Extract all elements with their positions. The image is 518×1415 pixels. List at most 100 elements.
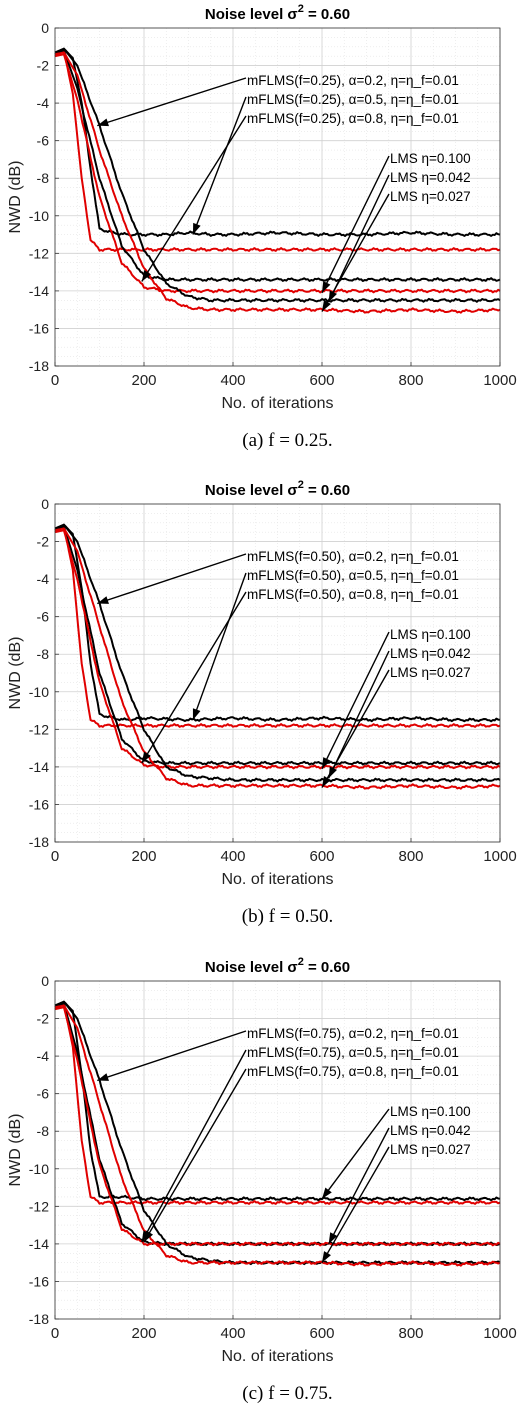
annotation-label: LMS η=0.027	[390, 665, 471, 680]
annotation-label: mFLMS(f=0.50), α=0.5, η=η_f=0.01	[247, 568, 459, 583]
arrow-head	[322, 1187, 332, 1199]
x-tick-label: 600	[309, 1325, 334, 1342]
plot-frame	[54, 503, 501, 843]
annotation-label: mFLMS(f=0.25), α=0.2, η=η_f=0.01	[247, 73, 459, 88]
series-line-5	[54, 47, 501, 303]
annotation-label: LMS η=0.027	[390, 1142, 471, 1157]
y-tick-label: -4	[37, 571, 50, 587]
y-tick-label: 0	[41, 496, 49, 512]
annotation-label: LMS η=0.042	[390, 1123, 471, 1138]
annotation-label: mFLMS(f=0.75), α=0.8, η=η_f=0.01	[247, 1064, 459, 1079]
y-tick-label: -12	[29, 721, 49, 737]
annotation-label: mFLMS(f=0.50), α=0.2, η=η_f=0.01	[247, 549, 459, 564]
y-tick-label: -6	[37, 133, 50, 149]
y-tick-label: -14	[29, 1236, 49, 1252]
chart-panel-3: 0 200 400 600 800 1000 0 -2 -4 -6 -8 -10 -12 -14 -16 -1…	[7, 956, 517, 1404]
annotation-label: mFLMS(f=0.25), α=0.5, η=η_f=0.01	[247, 92, 459, 107]
x-tick-label: 200	[131, 848, 156, 865]
annotation-arrow	[321, 631, 390, 770]
annotation-label: LMS η=0.100	[390, 1104, 471, 1119]
series-line-4	[54, 1006, 501, 1247]
annotation-arrow	[97, 77, 247, 127]
y-tick-label: -6	[37, 1086, 50, 1102]
x-axis-label: No. of iterations	[221, 1348, 333, 1365]
y-tick-label: -18	[29, 1311, 49, 1327]
x-tick-label: 800	[398, 1325, 423, 1342]
arrow-head	[192, 222, 201, 235]
y-tick-label: -10	[29, 1161, 49, 1177]
y-tick-label: -8	[37, 646, 50, 662]
y-tick-label: -4	[37, 95, 50, 111]
y-tick-label: 0	[41, 973, 49, 989]
x-tick-label: 0	[51, 372, 59, 389]
annotation-arrow	[97, 553, 247, 605]
annotation-arrow	[141, 591, 247, 764]
arrow-head	[192, 708, 201, 720]
chart-panel-1: 0 200 400 600 800 1000 0 -2 -4 -6 -8 -10 -12 -14 -16 -1…	[7, 3, 517, 451]
x-tick-label: 600	[309, 372, 334, 389]
y-tick-label: -12	[29, 245, 49, 261]
annotation-arrow	[328, 1127, 390, 1245]
chart-title: Noise level σ2 = 0.60	[205, 479, 350, 499]
y-tick-label: -8	[37, 1123, 50, 1139]
figure-caption: (a) f = 0.25.	[242, 430, 332, 451]
series-line-4	[54, 53, 501, 294]
annotation-label: LMS η=0.027	[390, 189, 471, 204]
y-tick-label: -18	[29, 834, 49, 850]
arrow-head	[322, 757, 331, 769]
arrow-head	[328, 290, 338, 303]
series-line-1	[54, 47, 501, 237]
y-tick-label: 0	[41, 20, 49, 36]
series-line-5	[54, 523, 501, 783]
y-tick-label: -10	[29, 208, 49, 224]
y-tick-label: -16	[29, 1273, 49, 1289]
annotation-label: LMS η=0.100	[390, 151, 471, 166]
x-tick-label: 800	[398, 372, 423, 389]
chart-panel-2: 0 200 400 600 800 1000 0 -2 -4 -6 -8 -10 -12 -14 -16 -1…	[7, 479, 517, 927]
arrow-head	[141, 751, 151, 764]
annotation-arrow	[321, 1108, 390, 1200]
arrow-head	[322, 776, 331, 788]
series-line-3	[54, 49, 501, 282]
x-tick-label: 200	[131, 372, 156, 389]
minor-grid	[55, 28, 500, 366]
y-tick-label: -14	[29, 283, 49, 299]
y-axis-label: NWD (dB)	[7, 637, 24, 710]
annotation-arrow	[97, 1030, 247, 1082]
annotation-arrow	[141, 1049, 247, 1243]
x-tick-label: 600	[309, 848, 334, 865]
series-line-3	[54, 525, 501, 766]
annotation-label: mFLMS(f=0.50), α=0.8, η=η_f=0.01	[247, 587, 459, 602]
x-tick-label: 1000	[483, 372, 516, 389]
plot-frame	[54, 980, 501, 1320]
arrow-head	[322, 1251, 331, 1263]
annotation-label: mFLMS(f=0.75), α=0.2, η=η_f=0.01	[247, 1026, 459, 1041]
arrow-head	[322, 281, 331, 293]
y-tick-label: -18	[29, 358, 49, 374]
arrow-head	[328, 1232, 338, 1244]
x-tick-label: 1000	[483, 1325, 516, 1342]
y-tick-label: -12	[29, 1198, 49, 1214]
arrow-head	[97, 118, 109, 127]
y-tick-label: -16	[29, 796, 49, 812]
arrow-head	[144, 1230, 154, 1243]
x-tick-label: 200	[131, 1325, 156, 1342]
series-line-6	[54, 51, 501, 314]
y-tick-label: -8	[37, 170, 50, 186]
x-tick-label: 400	[220, 1325, 245, 1342]
annotation-label: LMS η=0.042	[390, 646, 471, 661]
annotation-arrow	[141, 115, 247, 282]
chart-title: Noise level σ2 = 0.60	[205, 3, 350, 23]
annotation-label: mFLMS(f=0.75), α=0.5, η=η_f=0.01	[247, 1045, 459, 1060]
annotation-arrow	[143, 1068, 247, 1243]
series-line-6	[54, 1004, 501, 1267]
y-tick-label: -14	[29, 759, 49, 775]
annotation-arrow	[321, 1146, 390, 1264]
x-tick-label: 800	[398, 848, 423, 865]
arrow-head	[141, 270, 152, 282]
y-tick-label: -2	[37, 534, 50, 550]
series-line-2	[54, 49, 501, 252]
chart-title: Noise level σ2 = 0.60	[205, 956, 350, 976]
series-line-2	[54, 525, 501, 728]
